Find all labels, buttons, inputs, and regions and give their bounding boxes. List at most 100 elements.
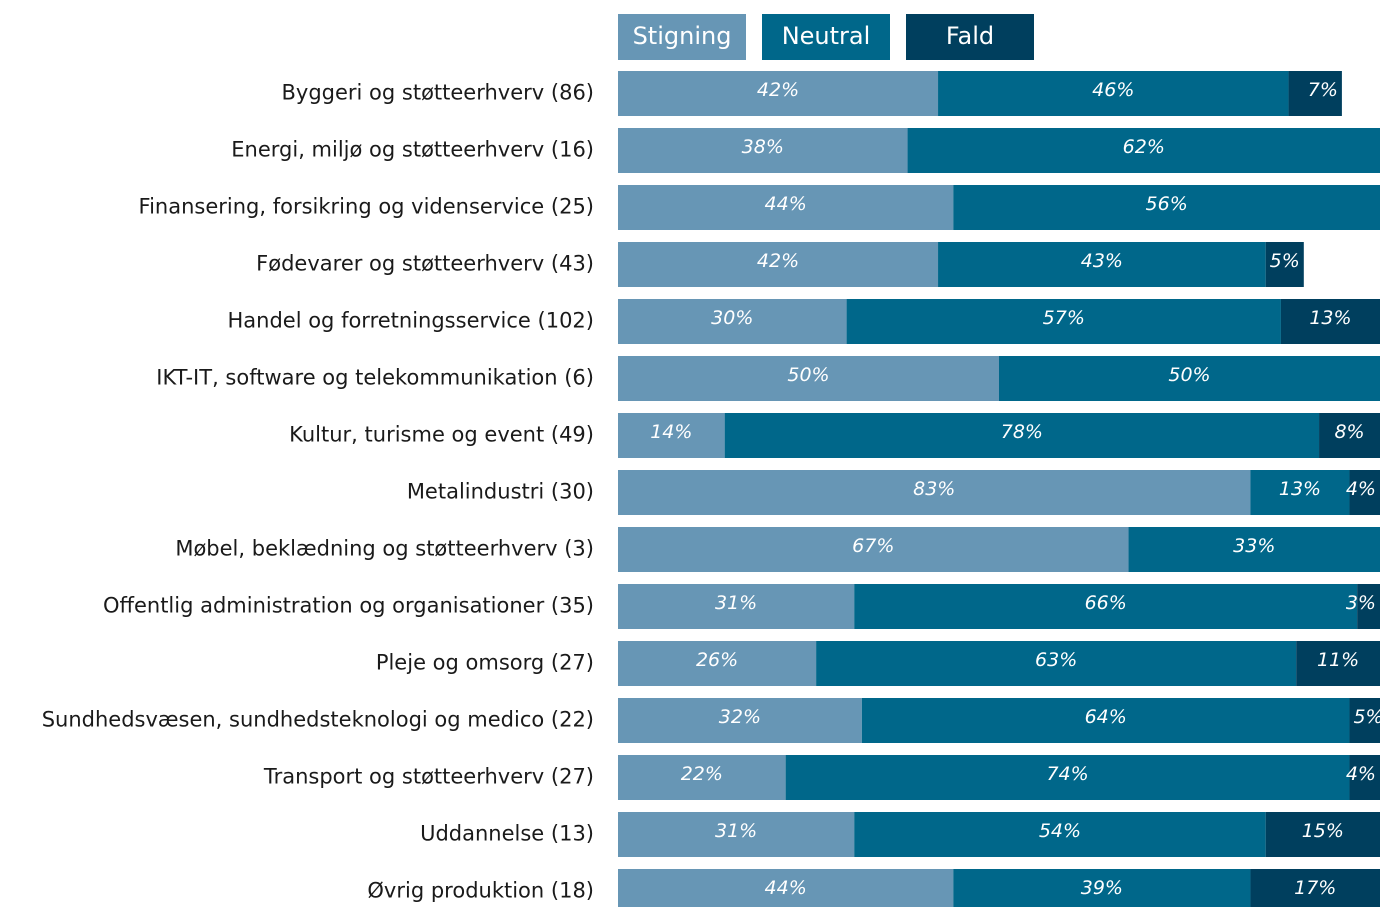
value-label: 11% bbox=[1317, 649, 1359, 671]
value-label: 33% bbox=[1233, 535, 1275, 557]
bar-segment bbox=[999, 356, 1380, 401]
bar-segment bbox=[846, 299, 1281, 344]
legend-swatch bbox=[906, 14, 1034, 60]
category-label: Transport og støtteerhverv (27) bbox=[263, 765, 594, 789]
bar-segment bbox=[618, 185, 954, 230]
bar-segment bbox=[1250, 470, 1350, 515]
value-label: 4% bbox=[1346, 763, 1376, 785]
value-label: 5% bbox=[1270, 250, 1300, 272]
bar-segment bbox=[618, 71, 939, 116]
bar-segment bbox=[618, 470, 1251, 515]
bar-segment bbox=[618, 413, 725, 458]
category-label: Metalindustri (30) bbox=[407, 480, 594, 504]
bar-segment bbox=[618, 869, 954, 907]
bar-segment bbox=[1265, 242, 1304, 287]
value-label: 42% bbox=[757, 79, 799, 101]
bar-segment bbox=[618, 755, 786, 800]
legend-label: Fald bbox=[946, 22, 994, 50]
bar-segment bbox=[618, 641, 817, 686]
value-label: 17% bbox=[1294, 877, 1336, 899]
value-label: 83% bbox=[913, 478, 955, 500]
value-label: 39% bbox=[1081, 877, 1123, 899]
value-label: 32% bbox=[719, 706, 761, 728]
value-label: 44% bbox=[765, 877, 807, 899]
bar-segment bbox=[1349, 470, 1380, 515]
bar-segment bbox=[861, 698, 1350, 743]
category-label: Møbel, beklædning og støtteerhverv (3) bbox=[175, 537, 594, 561]
value-label: 44% bbox=[765, 193, 807, 215]
value-label: 3% bbox=[1346, 592, 1376, 614]
value-label: 8% bbox=[1334, 421, 1364, 443]
bar-segment bbox=[953, 869, 1251, 907]
bar-segment bbox=[618, 128, 908, 173]
value-label: 26% bbox=[696, 649, 738, 671]
value-label: 50% bbox=[787, 364, 829, 386]
value-label: 63% bbox=[1035, 649, 1077, 671]
bar-segment bbox=[854, 812, 1266, 857]
category-label: Byggeri og støtteerhverv (86) bbox=[281, 81, 594, 105]
value-label: 31% bbox=[715, 820, 757, 842]
bar-segment bbox=[618, 812, 855, 857]
bar-segment bbox=[1288, 71, 1342, 116]
bar-segment bbox=[907, 128, 1380, 173]
category-label: Pleje og omsorg (27) bbox=[376, 651, 594, 675]
category-label: Sundhedsvæsen, sundhedsteknologi og medi… bbox=[42, 708, 594, 732]
value-label: 4% bbox=[1346, 478, 1376, 500]
bar-segment bbox=[854, 584, 1358, 629]
value-label: 7% bbox=[1308, 79, 1338, 101]
value-label: 14% bbox=[650, 421, 692, 443]
value-label: 38% bbox=[742, 136, 784, 158]
value-label: 78% bbox=[1001, 421, 1043, 443]
value-label: 56% bbox=[1146, 193, 1188, 215]
value-label: 74% bbox=[1046, 763, 1088, 785]
bar-segment bbox=[618, 356, 999, 401]
bar-segment bbox=[1296, 641, 1380, 686]
category-label: Offentlig administration og organisation… bbox=[103, 594, 594, 618]
value-label: 66% bbox=[1085, 592, 1127, 614]
value-label: 57% bbox=[1043, 307, 1085, 329]
bar-segment bbox=[1357, 584, 1380, 629]
value-label: 50% bbox=[1168, 364, 1210, 386]
category-label: Handel og forretningsservice (102) bbox=[227, 309, 594, 333]
value-label: 31% bbox=[715, 592, 757, 614]
bar-segment bbox=[953, 185, 1380, 230]
bar-segment bbox=[1349, 698, 1380, 743]
value-label: 13% bbox=[1279, 478, 1321, 500]
value-label: 15% bbox=[1302, 820, 1344, 842]
value-label: 13% bbox=[1309, 307, 1351, 329]
value-label: 62% bbox=[1123, 136, 1165, 158]
value-label: 67% bbox=[852, 535, 894, 557]
bar-segment bbox=[618, 527, 1129, 572]
bar-segment bbox=[618, 299, 847, 344]
bar-segment bbox=[1128, 527, 1380, 572]
bar-segment bbox=[618, 242, 939, 287]
bar-segment bbox=[938, 71, 1289, 116]
category-label: Energi, miljø og støtteerhverv (16) bbox=[231, 138, 594, 162]
category-label: Uddannelse (13) bbox=[420, 822, 594, 846]
value-label: 46% bbox=[1092, 79, 1134, 101]
bar-segment bbox=[816, 641, 1297, 686]
bar-segment bbox=[1319, 413, 1380, 458]
value-label: 43% bbox=[1081, 250, 1123, 272]
category-label: Fødevarer og støtteerhverv (43) bbox=[256, 252, 594, 276]
legend-label: Stigning bbox=[633, 22, 732, 50]
bar-segment bbox=[1265, 812, 1380, 857]
value-label: 64% bbox=[1085, 706, 1127, 728]
bar-segment bbox=[785, 755, 1350, 800]
category-label: Øvrig produktion (18) bbox=[367, 879, 594, 903]
legend-label: Neutral bbox=[782, 22, 871, 50]
value-label: 30% bbox=[711, 307, 753, 329]
value-label: 42% bbox=[757, 250, 799, 272]
bar-segment bbox=[618, 584, 855, 629]
bar-segment bbox=[1349, 755, 1380, 800]
value-label: 5% bbox=[1353, 706, 1380, 728]
bar-segment bbox=[1250, 869, 1380, 907]
bar-segment bbox=[724, 413, 1320, 458]
bar-segment bbox=[1280, 299, 1380, 344]
value-label: 22% bbox=[681, 763, 723, 785]
bar-segment bbox=[618, 698, 862, 743]
legend-swatch bbox=[618, 14, 746, 60]
bar-segment bbox=[938, 242, 1266, 287]
value-label: 54% bbox=[1039, 820, 1081, 842]
